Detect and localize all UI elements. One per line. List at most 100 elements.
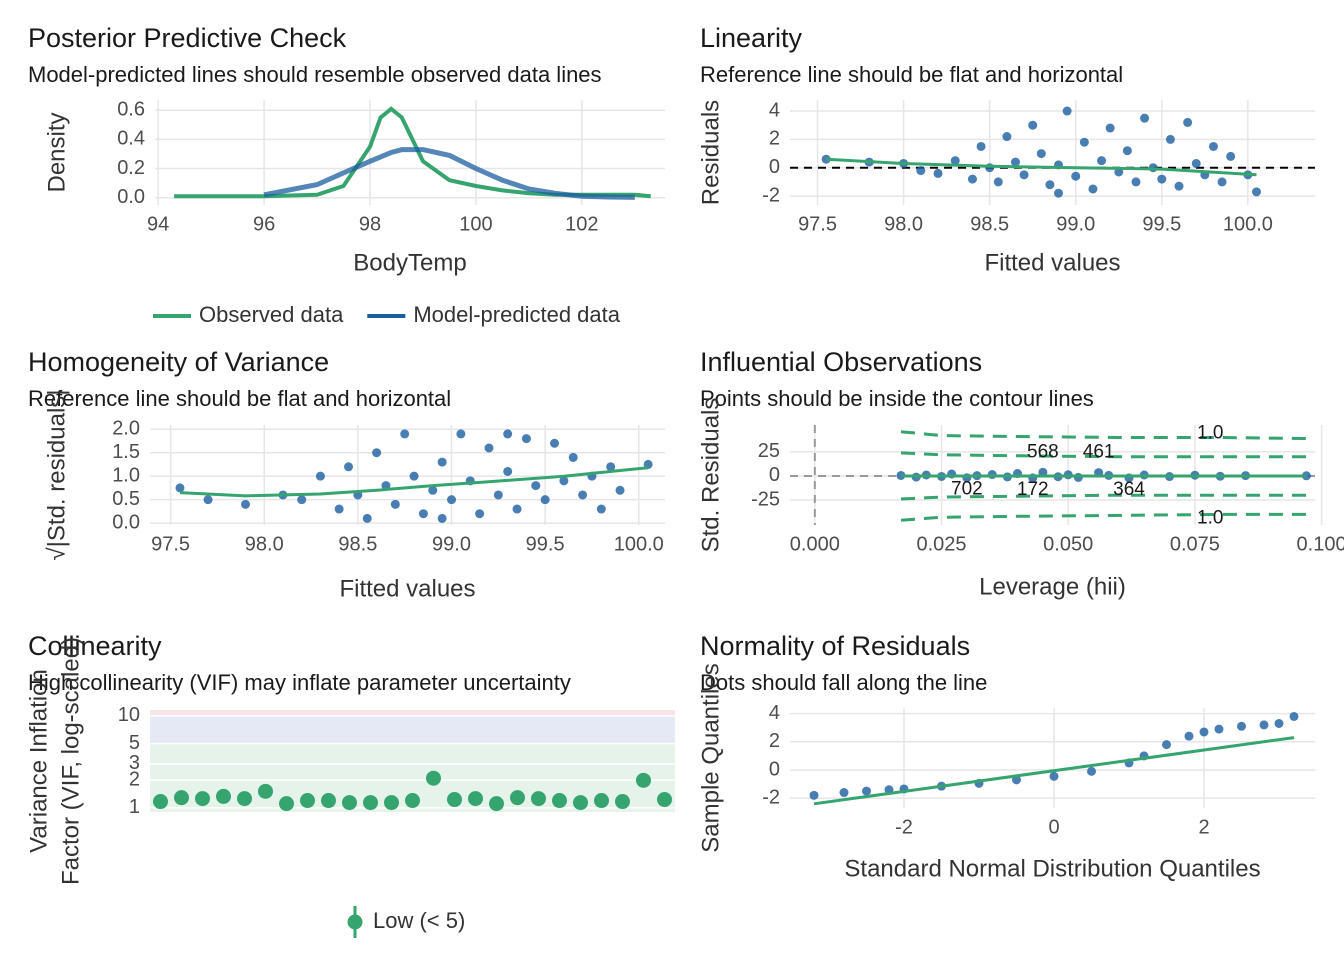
panel-subtitle: High collinearity (VIF) may inflate para… [28, 670, 571, 695]
legend-label: Observed data [199, 302, 344, 327]
density-line [263, 147, 635, 200]
data-point [1259, 720, 1269, 730]
y-axis-title: Variance Inflation [25, 669, 52, 853]
cook-contour [900, 493, 1307, 501]
data-point [1054, 188, 1064, 198]
point-label: 702 [951, 479, 983, 500]
vif-point [573, 795, 588, 811]
panel-subtitle: Dots should fall along the line [700, 670, 987, 695]
data-point [1071, 171, 1081, 181]
x-tick-label: 97.5 [151, 533, 190, 555]
x-tick-label: 97.5 [798, 213, 837, 235]
data-point [400, 429, 410, 439]
x-tick-label: -2 [895, 816, 913, 838]
smooth-line [179, 466, 649, 498]
legend-label: Low (< 5) [373, 908, 465, 933]
data-point [1226, 151, 1236, 161]
data-point [1087, 766, 1096, 776]
x-axis-title: Leverage (hii) [979, 573, 1126, 600]
data-point [531, 481, 541, 491]
data-point [428, 485, 438, 495]
panel-subtitle: Points should be inside the contour line… [700, 386, 1094, 411]
x-tick-label: 0.075 [1170, 533, 1220, 555]
panel: 0.00.51.01.52.0 97.5 98.0 98.5 99.0 99.5 100.0… [28, 347, 665, 602]
vif-point [174, 790, 189, 806]
data-point [550, 438, 560, 448]
data-point [1049, 771, 1059, 781]
data-point [1036, 149, 1046, 159]
vif-point [489, 796, 504, 812]
smooth-line [826, 157, 1257, 177]
vif-point [594, 793, 609, 809]
data-point [1199, 727, 1209, 737]
data-point [503, 429, 513, 439]
panel-title: Influential Observations [700, 347, 982, 377]
smooth-line [813, 736, 1295, 806]
cook-contour [900, 451, 1307, 459]
y-tick-label: 1.5 [112, 441, 140, 463]
data-point [809, 790, 819, 800]
x-tick-label: 100 [459, 213, 492, 235]
data-point [540, 495, 550, 505]
data-point [568, 452, 578, 462]
vif-point [405, 793, 420, 809]
x-tick-label: 100.0 [1223, 213, 1273, 235]
y-tick-label: 0 [769, 156, 780, 178]
data-point [862, 786, 871, 796]
data-point [521, 434, 531, 444]
x-tick-label: 100.0 [614, 533, 664, 555]
data-point [362, 513, 372, 523]
data-point [503, 466, 513, 476]
data-point [456, 429, 466, 439]
panel-title: Collinearity [28, 631, 162, 661]
vif-point [615, 794, 630, 810]
data-point [1274, 718, 1284, 728]
y-axis-title: Residuals [697, 100, 724, 205]
data-point [933, 168, 943, 178]
x-tick-label: 96 [253, 213, 275, 235]
data-point [437, 457, 447, 467]
y-tick-label: 2.0 [112, 418, 140, 440]
data-point [1191, 158, 1201, 168]
data-point [967, 174, 977, 184]
data-point [475, 509, 485, 519]
x-axis-title: Fitted values [339, 575, 475, 602]
cook-contour [900, 512, 1307, 522]
x-axis-title: BodyTemp [353, 249, 466, 276]
y-tick-label: 0.5 [112, 488, 140, 510]
vif-point [216, 788, 231, 804]
data-point [381, 481, 391, 491]
point-label: 461 [1083, 442, 1115, 463]
y-tick-label: 1 [129, 796, 140, 818]
data-point [950, 156, 960, 166]
data-point [896, 470, 906, 480]
y-tick-label: 3 [129, 752, 140, 774]
panel: -2 0 2 4 97.5 98.0 98.5 99.0 99.5 100.0 Linearity R… [697, 23, 1315, 276]
x-tick-label: 0.025 [916, 533, 966, 555]
data-point [559, 476, 569, 486]
data-point [1183, 117, 1193, 127]
x-tick-label: 98.5 [970, 213, 1009, 235]
x-tick-label: 98.5 [338, 533, 377, 555]
data-point [1045, 180, 1055, 190]
x-tick-label: 98.0 [884, 213, 923, 235]
panel-subtitle: Reference line should be flat and horizo… [700, 62, 1123, 87]
data-point [409, 471, 419, 481]
data-point [1122, 146, 1132, 156]
y-axis-title: Std. Residuals [697, 398, 724, 553]
data-point [1251, 187, 1261, 197]
y-tick-label: 25 [758, 440, 780, 462]
data-point [596, 504, 606, 514]
data-point [175, 483, 185, 493]
y-tick-label: 0 [769, 758, 780, 780]
panel-title: Posterior Predictive Check [28, 23, 347, 53]
vif-point [363, 795, 378, 811]
x-tick-label: 0.050 [1043, 533, 1093, 555]
vif-point [321, 793, 336, 809]
data-point [484, 443, 494, 453]
y-tick-label: -25 [751, 488, 780, 510]
y-axis-title: Factor (VIF, log-scaled) [57, 637, 84, 885]
data-point [418, 509, 428, 519]
data-point [1097, 156, 1107, 166]
